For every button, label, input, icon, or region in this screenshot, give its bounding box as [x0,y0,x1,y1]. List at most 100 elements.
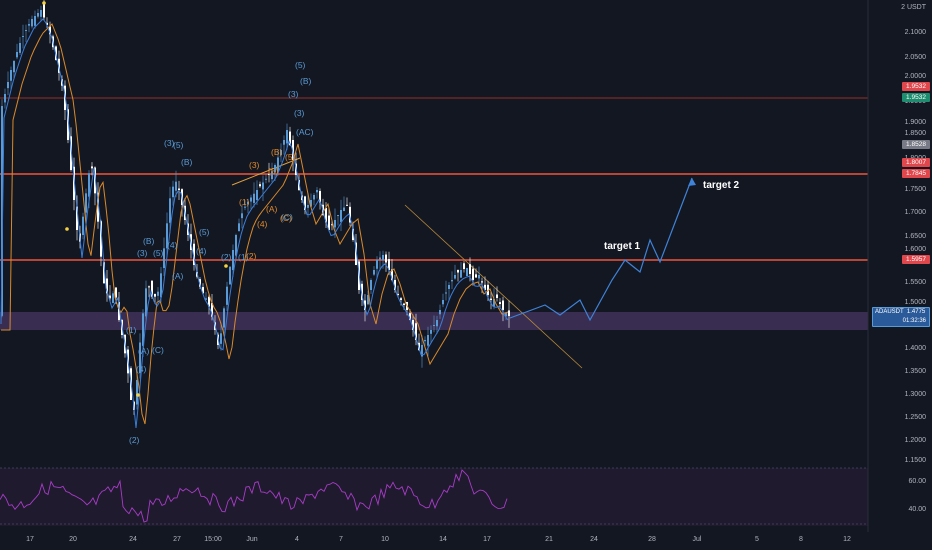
candle-body [412,319,414,330]
wave-label: (A) [266,204,278,214]
candle-body [313,195,315,200]
candle-body [139,342,141,374]
wave-label: (B) [181,157,193,167]
candle-body [442,300,444,305]
ma-slow-line [1,23,509,425]
candle-body [172,186,174,198]
candle-body [364,300,366,310]
candle-body [463,263,465,269]
candle-body [34,16,36,26]
wave-label: (C) [281,212,293,222]
target-1-label: target 1 [604,241,641,252]
candle-body [385,254,387,263]
x-tick: Jun [246,536,258,543]
wave-label: (AC) [296,127,314,137]
candle-body [226,286,228,305]
candle-body [40,10,42,17]
candle-body [448,285,450,289]
wave-label: (B) [271,147,283,157]
wave-label: (A) [138,346,150,356]
x-tick: 5 [755,536,759,543]
x-tick: 8 [799,536,803,543]
wave-label: (3) [137,248,148,258]
candle-body [118,302,120,320]
candle-body [199,279,201,287]
wave-label: (5) [173,140,184,150]
y-tick: 1.3000 [904,391,926,398]
candle-body [145,288,147,317]
candle-body [424,340,426,342]
candle-body [475,274,477,278]
wave-label: (5) [199,227,210,237]
candle-body [373,270,375,275]
rsi-tick: 40.00 [908,506,926,513]
candle-body [91,166,93,169]
y-tick: 1.1500 [904,457,926,464]
candle-body [211,302,213,317]
wave-label: (3) [288,89,299,99]
candle-body [289,131,291,145]
candle-body [97,192,99,222]
candle-body [19,43,21,53]
candle-body [460,270,462,278]
rsi-tick: 60.00 [908,478,926,485]
candle-body [223,308,225,328]
wave-label: (A) [172,271,184,281]
candle-body [292,139,294,160]
price-tag: 1.9532 [902,93,930,102]
candle-body [73,166,75,200]
y-tick: 1.5500 [904,279,926,286]
marker-dot [42,1,46,5]
candle-body [262,182,264,190]
candle-body [106,278,108,294]
candle-body [241,213,243,219]
price-tag: 1.8528 [902,140,930,149]
x-tick: 17 [26,536,34,543]
x-tick: 24 [590,536,598,543]
y-tick-top: 2 USDT [901,4,926,11]
candle-body [394,279,396,290]
candle-body [229,266,231,285]
trend-line[interactable] [404,204,583,369]
rsi-line [0,469,508,523]
y-tick: 1.9000 [904,119,926,126]
candle-body [427,335,429,346]
candle-body [85,193,87,213]
x-tick: 7 [339,536,343,543]
candle-body [337,215,339,216]
candle-body [367,295,369,305]
candle-body [10,70,12,81]
candle-body [178,188,180,190]
ma-fast-line [0,18,509,429]
candle-body [340,210,342,222]
candle-body [256,190,258,200]
x-tick: 10 [381,536,389,543]
candle-body [370,280,372,291]
candle-body [280,150,282,156]
candle-body [238,223,240,232]
candle-body [157,291,159,296]
candle-body [1,106,3,316]
candle-body [331,224,333,226]
forecast-arrow-icon [688,178,696,186]
candle-body [265,178,267,180]
y-tick: 1.4000 [904,345,926,352]
candle-body [16,52,18,58]
candle-body [361,283,363,300]
candle-body [205,298,207,300]
x-tick: 15:00 [204,536,222,543]
candle-body [76,206,78,230]
candle-body [382,255,384,260]
candle-body [499,302,501,304]
forecast-path[interactable] [509,177,693,322]
candle-body [286,130,288,144]
y-tick: 1.5000 [904,299,926,306]
candle-body [22,36,24,37]
x-tick: 17 [483,536,491,543]
candle-body [490,298,492,300]
candle-body [397,293,399,295]
candle-body [481,281,483,283]
marker-dot [65,227,69,231]
orange-trend-line[interactable] [231,157,301,186]
